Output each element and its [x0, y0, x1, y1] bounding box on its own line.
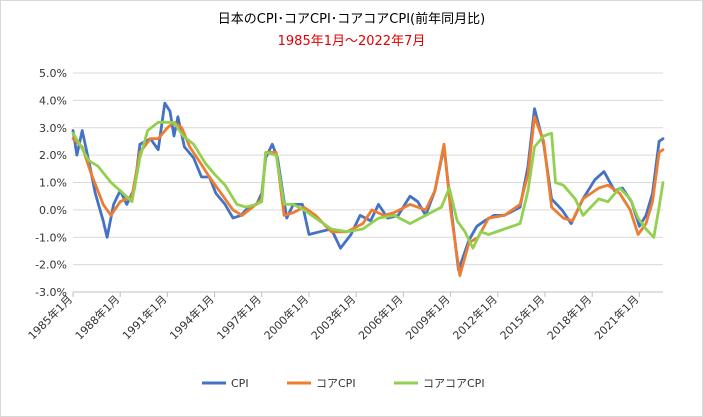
x-tick-label: 2000年1月 — [261, 292, 311, 342]
x-tick-label: 2009年1月 — [403, 292, 453, 342]
y-tick-label: 0.0% — [39, 204, 67, 217]
x-tick-label: 2006年1月 — [355, 292, 405, 342]
x-tick-label: 2018年1月 — [544, 292, 594, 342]
x-tick-label: 2012年1月 — [450, 292, 500, 342]
y-tick-label: 1.0% — [39, 177, 67, 190]
y-tick-label: 5.0% — [39, 67, 67, 80]
y-tick-label: -1.0% — [35, 231, 67, 244]
y-tick-label: -3.0% — [35, 286, 67, 299]
y-tick-label: 3.0% — [39, 122, 67, 135]
legend-label: CPI — [231, 377, 249, 390]
x-tick-label: 1988年1月 — [72, 292, 122, 342]
x-tick-label: 1991年1月 — [119, 292, 169, 342]
x-tick-label: 2015年1月 — [497, 292, 547, 342]
series-line — [71, 120, 665, 250]
chart-title: 日本のCPI･コアCPI･コアコアCPI(前年同月比) — [217, 12, 486, 27]
x-tick-label: 2003年1月 — [308, 292, 358, 342]
y-tick-label: 4.0% — [39, 94, 67, 107]
x-tick-label: 1994年1月 — [167, 292, 217, 342]
y-tick-label: -2.0% — [35, 259, 67, 272]
legend-label: コアコアCPI — [423, 377, 485, 390]
x-tick-label: 1997年1月 — [214, 292, 264, 342]
chart-subtitle: 1985年1月～2022年7月 — [277, 34, 426, 49]
y-tick-label: 2.0% — [39, 149, 67, 162]
x-tick-label: 2021年1月 — [591, 292, 641, 342]
series-line — [71, 115, 665, 278]
legend-label: コアCPI — [316, 377, 356, 390]
x-tick-label: 1985年1月 — [25, 292, 75, 342]
